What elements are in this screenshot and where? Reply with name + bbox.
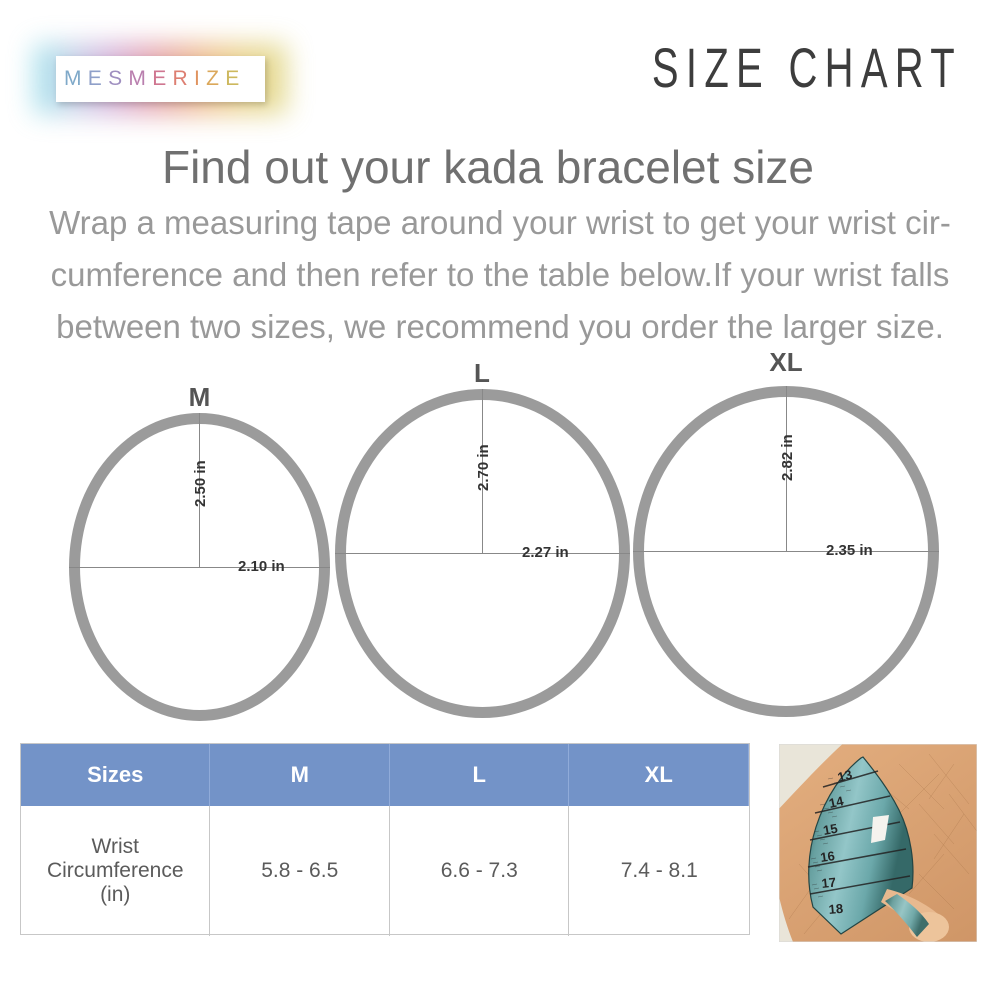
svg-text:15: 15 <box>822 821 839 838</box>
svg-text:16: 16 <box>819 848 835 865</box>
svg-text:17: 17 <box>821 875 837 891</box>
svg-text:18: 18 <box>828 901 844 917</box>
